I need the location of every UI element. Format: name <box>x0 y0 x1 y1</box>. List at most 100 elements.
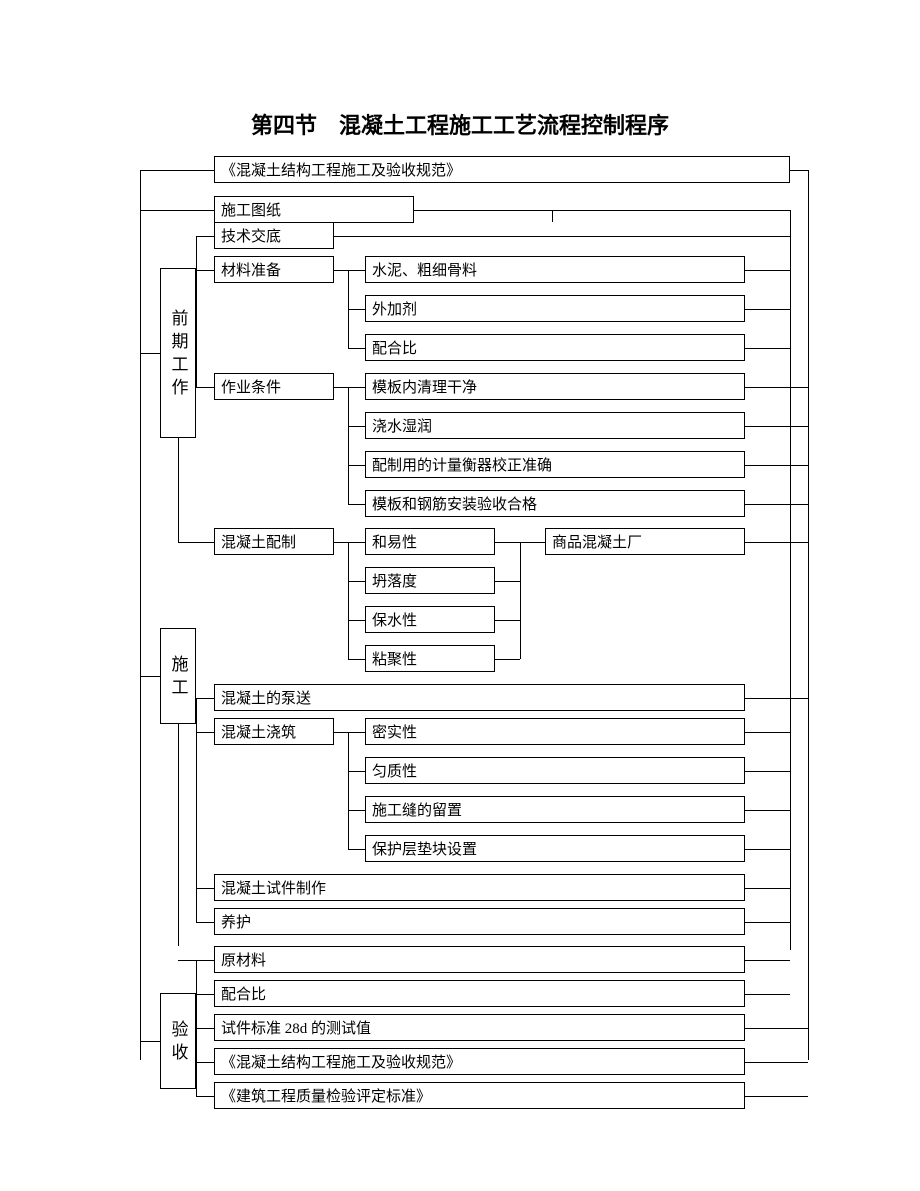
page-title: 第四节 混凝土工程施工工艺流程控制程序 <box>0 108 920 140</box>
line <box>745 810 790 811</box>
phase-prep: 前期工作 <box>160 268 196 438</box>
line <box>334 270 348 271</box>
line <box>334 387 348 388</box>
line <box>745 387 808 388</box>
line <box>495 620 520 621</box>
line <box>334 542 348 543</box>
line <box>520 542 521 659</box>
line <box>348 732 349 849</box>
box-cond-c: 配制用的计量衡器校正准确 <box>365 451 745 478</box>
box-condition: 作业条件 <box>214 373 334 400</box>
box-tech: 技术交底 <box>214 222 334 249</box>
line <box>348 771 365 772</box>
line <box>196 1062 214 1063</box>
line <box>178 724 179 946</box>
phase-accept: 验收 <box>160 993 196 1089</box>
box-mix-c: 保水性 <box>365 606 495 633</box>
line <box>196 994 214 995</box>
phase-construct: 施工 <box>160 628 196 724</box>
box-mix-a: 和易性 <box>365 528 495 555</box>
box-raw: 原材料 <box>214 946 745 973</box>
line <box>348 659 365 660</box>
line <box>552 210 553 222</box>
box-pour-c: 施工缝的留置 <box>365 796 745 823</box>
line <box>348 849 365 850</box>
line <box>745 426 808 427</box>
line <box>196 698 214 699</box>
line <box>348 309 365 310</box>
line <box>348 348 365 349</box>
line <box>348 270 365 271</box>
line <box>140 1041 160 1042</box>
line <box>196 236 214 237</box>
line <box>348 465 365 466</box>
line <box>178 542 214 543</box>
box-mat-b: 外加剂 <box>365 295 745 322</box>
line <box>196 732 214 733</box>
line <box>196 1028 214 1029</box>
line <box>745 960 790 961</box>
line <box>196 888 214 889</box>
line <box>196 1096 214 1097</box>
line <box>140 676 160 677</box>
box-mat-c: 配合比 <box>365 334 745 361</box>
box-mix-d: 粘聚性 <box>365 645 495 672</box>
line <box>495 581 520 582</box>
box-pump: 混凝土的泵送 <box>214 684 745 711</box>
line <box>348 581 365 582</box>
line <box>196 387 214 388</box>
line <box>348 810 365 811</box>
line <box>745 270 790 271</box>
box-mix: 混凝土配制 <box>214 528 334 555</box>
line <box>348 504 365 505</box>
line <box>140 353 160 354</box>
line <box>140 210 214 211</box>
box-cure: 养护 <box>214 908 745 935</box>
line <box>790 210 791 950</box>
box-ratio: 配合比 <box>214 980 745 1007</box>
line <box>745 465 808 466</box>
box-spec-top: 《混凝土结构工程施工及验收规范》 <box>214 156 790 183</box>
line <box>348 387 365 388</box>
line <box>140 170 214 171</box>
line <box>140 170 141 1060</box>
line <box>178 438 179 542</box>
line <box>348 426 365 427</box>
line <box>348 542 365 543</box>
box-cond-b: 浇水湿润 <box>365 412 745 439</box>
box-pour: 混凝土浇筑 <box>214 718 334 745</box>
line <box>334 732 348 733</box>
line <box>495 659 520 660</box>
line <box>745 888 790 889</box>
box-cond-d: 模板和钢筋安装验收合格 <box>365 490 745 517</box>
line <box>745 504 808 505</box>
line <box>745 348 790 349</box>
line <box>196 698 197 922</box>
line <box>745 1062 808 1063</box>
line <box>745 1096 808 1097</box>
box-pour-a: 密实性 <box>365 718 745 745</box>
box-spec2: 《建筑工程质量检验评定标准》 <box>214 1082 745 1109</box>
box-mix-b: 坍落度 <box>365 567 495 594</box>
line <box>745 1028 808 1029</box>
box-pour-d: 保护层垫块设置 <box>365 835 745 862</box>
line <box>745 922 790 923</box>
line <box>414 210 790 211</box>
line <box>196 922 214 923</box>
line <box>808 170 809 1060</box>
box-mat-a: 水泥、粗细骨料 <box>365 256 745 283</box>
line <box>745 994 790 995</box>
box-test: 试件标准 28d 的测试值 <box>214 1014 745 1041</box>
line <box>196 960 197 1096</box>
line <box>745 309 790 310</box>
line <box>745 732 790 733</box>
line <box>745 542 808 543</box>
box-cond-a: 模板内清理干净 <box>365 373 745 400</box>
box-material: 材料准备 <box>214 256 334 283</box>
line <box>348 620 365 621</box>
line <box>348 542 349 659</box>
line <box>196 236 197 387</box>
line <box>348 732 365 733</box>
box-sample: 混凝土试件制作 <box>214 874 745 901</box>
line <box>348 387 349 504</box>
